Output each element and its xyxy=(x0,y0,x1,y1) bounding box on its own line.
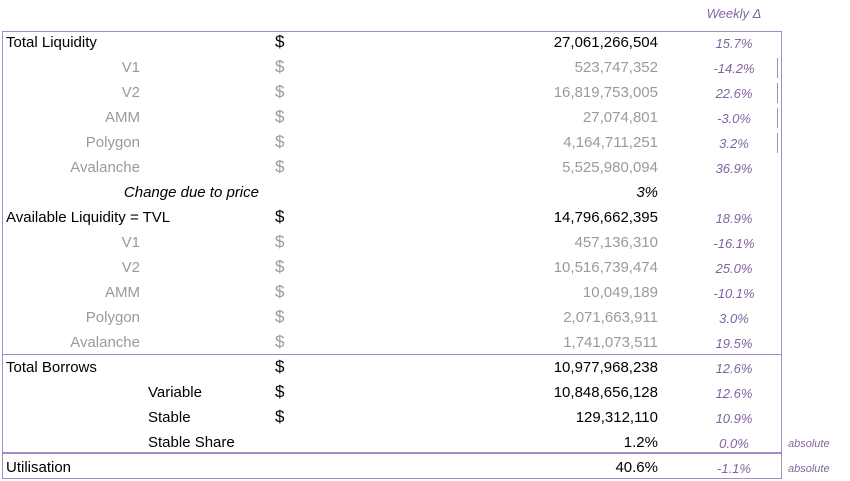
weekly-change: 3.2% xyxy=(719,136,749,151)
table-row: Polygon $ 2,071,663,911 3.0% xyxy=(0,306,850,331)
table-row: V1 $ 457,136,310 -16.1% xyxy=(0,231,850,256)
weekly-change: -3.0% xyxy=(717,111,751,126)
table-row: Total Borrows $ 10,977,968,238 12.6% xyxy=(0,356,850,381)
row-value: 10,977,968,238 xyxy=(553,359,658,376)
row-value: 3% xyxy=(636,184,658,201)
currency-symbol: $ xyxy=(275,282,285,301)
border-tick xyxy=(777,58,778,78)
currency-symbol: $ xyxy=(275,107,285,126)
row-label: Polygon xyxy=(85,309,140,326)
weekly-change: 18.9% xyxy=(715,211,753,226)
row-value: 5,525,980,094 xyxy=(562,159,658,176)
weekly-change: 3.0% xyxy=(719,311,749,326)
weekly-change: 19.5% xyxy=(715,336,753,351)
table-row: Stable Share 1.2% 0.0% absolute xyxy=(0,431,850,456)
row-label: Available Liquidity = TVL xyxy=(6,209,171,226)
weekly-change: 36.9% xyxy=(715,161,753,176)
weekly-change: 15.7% xyxy=(715,36,753,51)
row-value: 1,741,073,511 xyxy=(563,334,658,351)
currency-symbol: $ xyxy=(275,357,285,376)
table-row: AMM $ 10,049,189 -10.1% xyxy=(0,281,850,306)
row-label: V1 xyxy=(121,234,140,251)
table-row: Total Liquidity $ 27,061,266,504 15.7% xyxy=(0,31,850,56)
border-tick xyxy=(777,83,778,103)
row-label: Total Liquidity xyxy=(6,34,97,51)
row-value: 457,136,310 xyxy=(574,234,658,251)
weekly-change: 12.6% xyxy=(715,361,753,376)
row-value: 14,796,662,395 xyxy=(553,209,658,226)
currency-symbol: $ xyxy=(275,82,285,101)
currency-symbol: $ xyxy=(275,57,285,76)
currency-symbol: $ xyxy=(275,132,285,151)
weekly-change: 25.0% xyxy=(715,261,753,276)
weekly-change: 0.0% xyxy=(719,436,749,451)
table-row: Variable $ 10,848,656,128 12.6% xyxy=(0,381,850,406)
table-row: V2 $ 16,819,753,005 22.6% xyxy=(0,81,850,106)
currency-symbol: $ xyxy=(275,332,285,351)
weekly-change: -16.1% xyxy=(713,236,755,251)
currency-symbol: $ xyxy=(275,157,285,176)
currency-symbol: $ xyxy=(275,307,285,326)
liquidity-section-frame xyxy=(2,31,782,453)
currency-symbol: $ xyxy=(275,407,285,426)
row-value: 129,312,110 xyxy=(575,409,658,426)
currency-symbol: $ xyxy=(275,257,285,276)
weekly-delta-header: Weekly Δ xyxy=(706,6,762,21)
table-row: V2 $ 10,516,739,474 25.0% xyxy=(0,256,850,281)
row-value: 10,049,189 xyxy=(582,284,658,301)
row-label: Change due to price xyxy=(123,184,259,201)
row-label: V1 xyxy=(121,59,140,76)
row-label: Avalanche xyxy=(70,159,140,176)
utilisation-divider xyxy=(2,453,782,454)
row-label: V2 xyxy=(121,259,140,276)
table-row: Polygon $ 4,164,711,251 3.2% xyxy=(0,131,850,156)
table-row: Avalanche $ 1,741,073,511 19.5% xyxy=(0,331,850,356)
weekly-change: -10.1% xyxy=(713,286,755,301)
table-row: Change due to price 3% xyxy=(0,181,850,206)
row-value: 27,061,266,504 xyxy=(553,34,658,51)
currency-symbol: $ xyxy=(275,207,285,226)
row-value: 40.6% xyxy=(615,459,658,476)
table-row: Available Liquidity = TVL $ 14,796,662,3… xyxy=(0,206,850,231)
currency-symbol: $ xyxy=(275,32,285,51)
row-label: AMM xyxy=(105,284,140,301)
currency-symbol: $ xyxy=(275,382,285,401)
row-label: Stable xyxy=(148,409,191,426)
weekly-change: 12.6% xyxy=(715,386,753,401)
row-value: 1.2% xyxy=(623,434,658,451)
row-label: Utilisation xyxy=(6,459,72,476)
row-label: Total Borrows xyxy=(6,359,97,376)
borrows-divider xyxy=(2,354,782,355)
row-value: 16,819,753,005 xyxy=(553,84,658,101)
border-tick xyxy=(777,108,778,128)
row-value: 4,164,711,251 xyxy=(563,134,658,151)
absolute-note: absolute xyxy=(788,438,830,450)
table-row: Utilisation 40.6% -1.1% absolute xyxy=(0,456,850,481)
utilisation-frame xyxy=(2,453,782,479)
table-row: V1 $ 523,747,352 -14.2% xyxy=(0,56,850,81)
weekly-change: 22.6% xyxy=(715,86,753,101)
row-label: Avalanche xyxy=(70,334,140,351)
absolute-note: absolute xyxy=(788,463,830,475)
row-value: 27,074,801 xyxy=(582,109,658,126)
row-label: V2 xyxy=(121,84,140,101)
currency-symbol: $ xyxy=(275,232,285,251)
row-label: Variable xyxy=(148,384,202,401)
row-label: Stable Share xyxy=(148,434,235,451)
row-value: 523,747,352 xyxy=(574,59,658,76)
row-label: AMM xyxy=(105,109,140,126)
row-value: 10,848,656,128 xyxy=(553,384,658,401)
row-label: Polygon xyxy=(85,134,140,151)
weekly-change: -14.2% xyxy=(713,61,755,76)
table-row: Avalanche $ 5,525,980,094 36.9% xyxy=(0,156,850,181)
table-row: Stable $ 129,312,110 10.9% xyxy=(0,406,850,431)
weekly-change: 10.9% xyxy=(715,411,753,426)
row-value: 2,071,663,911 xyxy=(563,309,658,326)
border-tick xyxy=(777,133,778,153)
row-value: 10,516,739,474 xyxy=(553,259,658,276)
weekly-change: -1.1% xyxy=(717,461,751,476)
table-row: AMM $ 27,074,801 -3.0% xyxy=(0,106,850,131)
